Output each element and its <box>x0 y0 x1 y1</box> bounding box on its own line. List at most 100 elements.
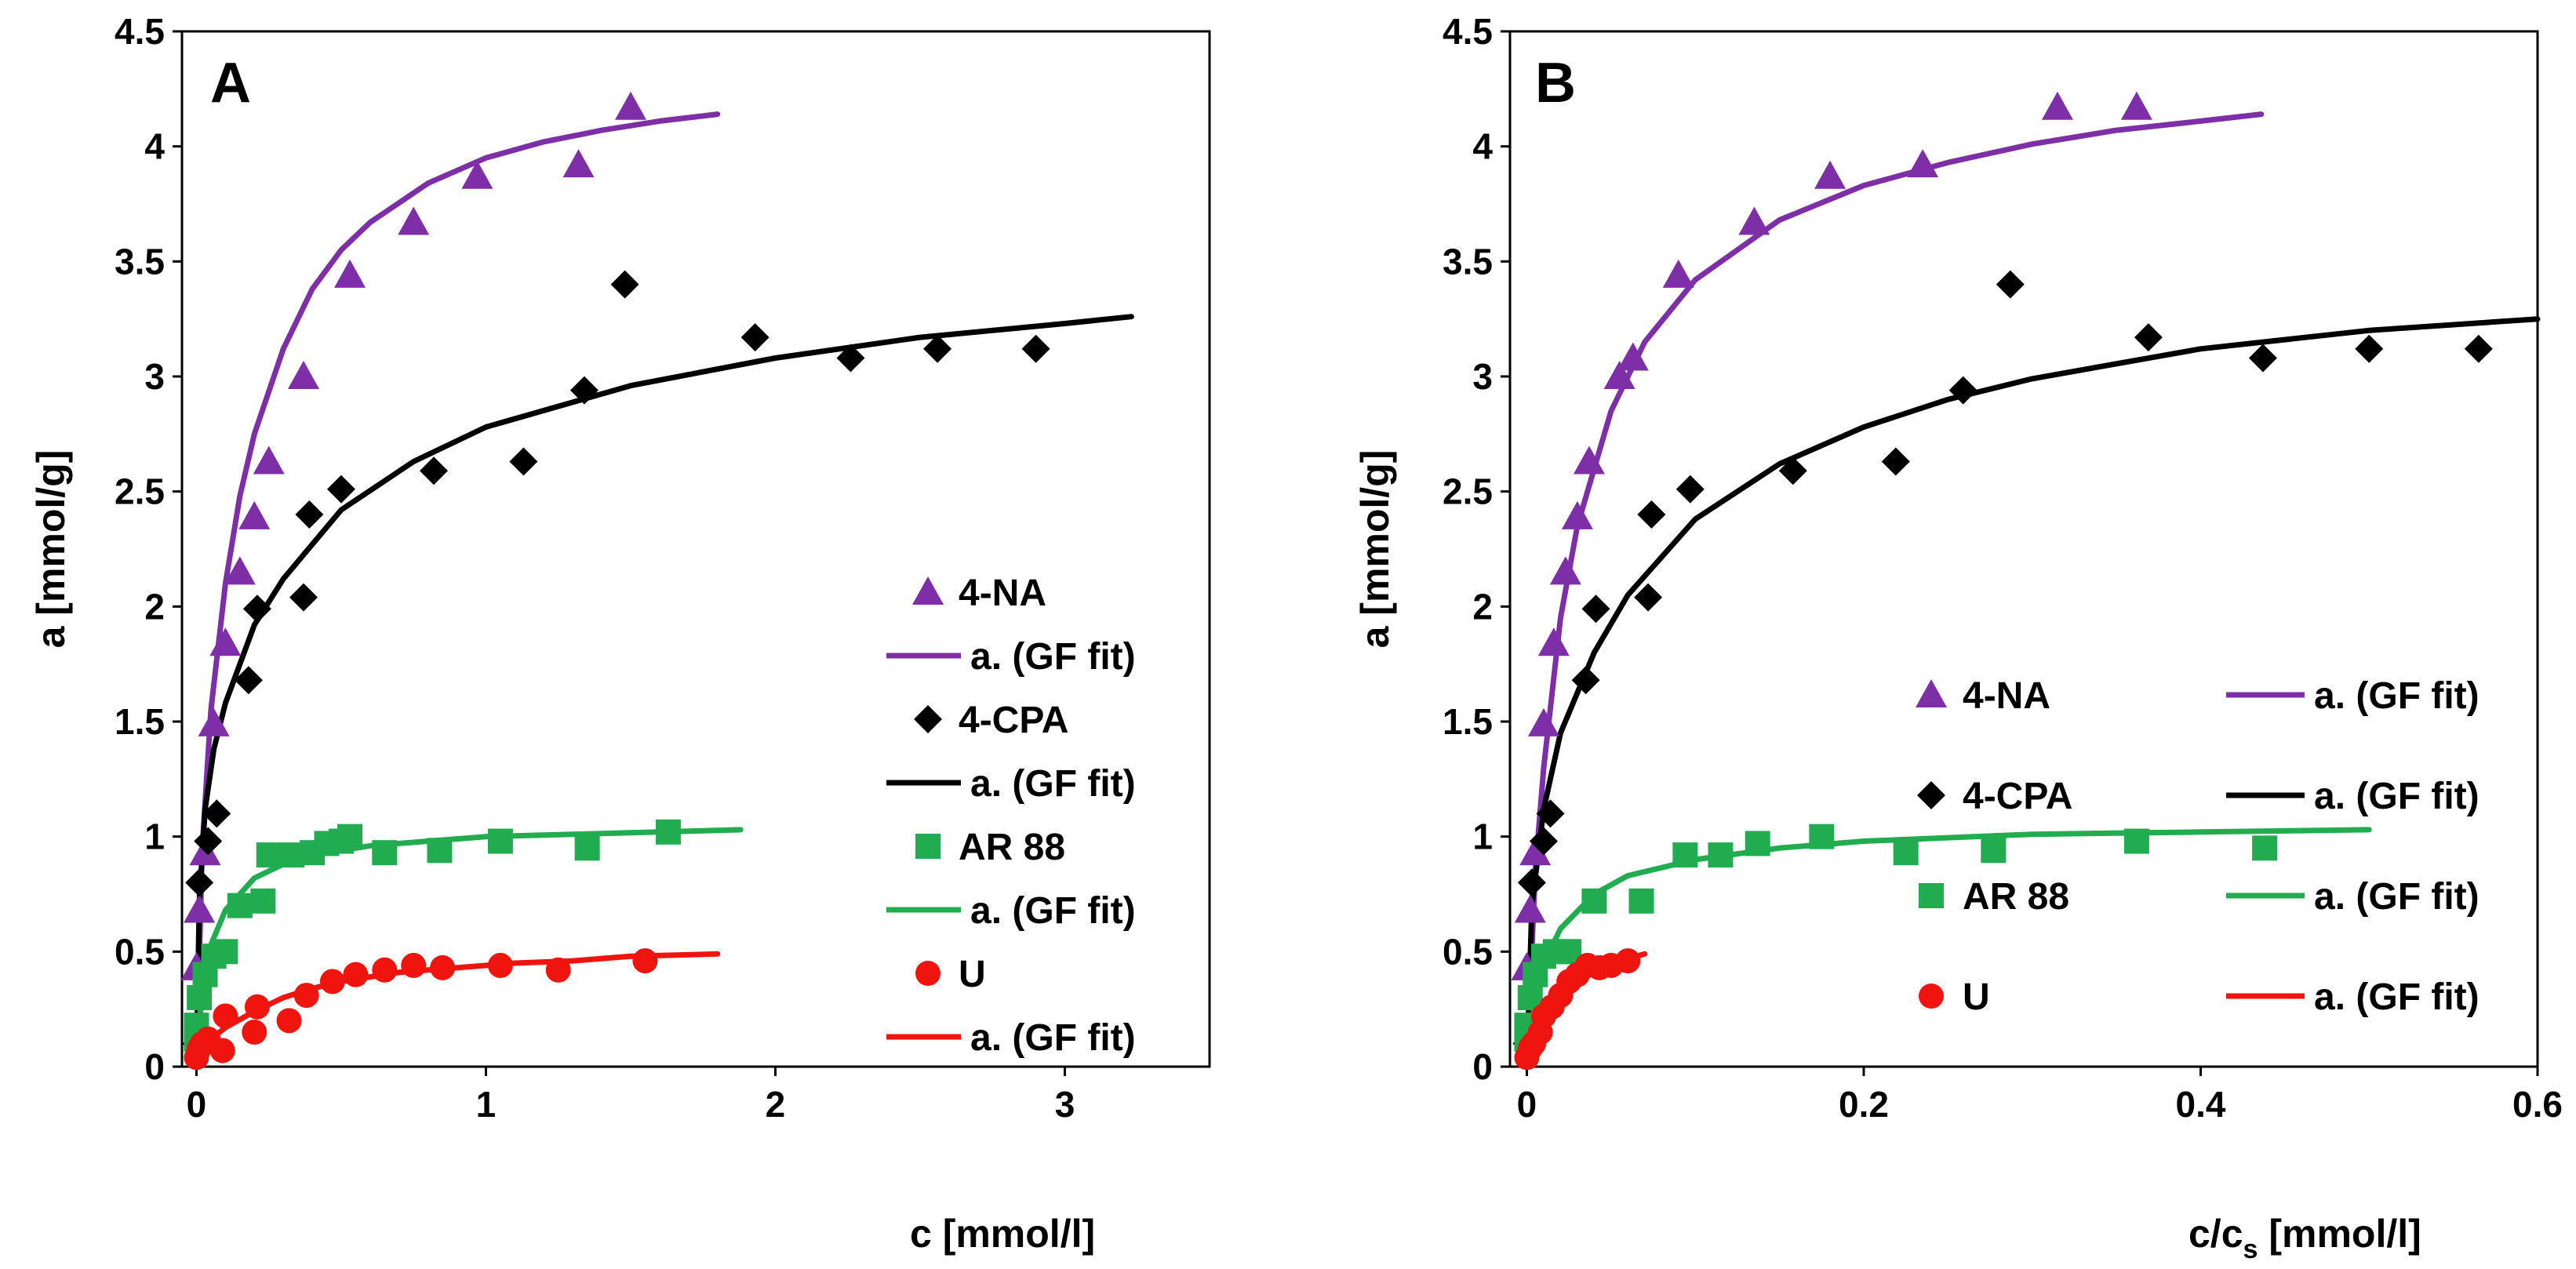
point-4-na-a <box>334 259 366 288</box>
legend-fit-label-ar-88-a: a. (GF fit) <box>970 890 1136 932</box>
point-ar-88-a <box>372 840 398 866</box>
point-4-na-b <box>1603 361 1635 389</box>
point-4-na-a <box>461 160 493 189</box>
point-4-cpa-b <box>1996 270 2025 299</box>
x-axis-label-b-suffix: [mmol/l] <box>2258 1212 2421 1256</box>
point-ar-88-b <box>1893 840 1919 866</box>
point-4-na-a <box>184 894 216 923</box>
point-ar-88-a <box>187 985 213 1010</box>
legend-marker-4-na-a <box>912 576 944 605</box>
y-tick-label-b: 4 <box>1472 126 1493 167</box>
point-4-cpa-b <box>1571 666 1600 695</box>
data-points-b <box>1511 91 2493 1071</box>
legend-marker-4-na-b <box>1916 679 1947 707</box>
point-ar-88-b <box>1809 824 1835 849</box>
point-4-na-a <box>614 91 646 120</box>
point-4-cpa-a <box>923 334 952 363</box>
legend-fit-label-4-cpa-a: a. (GF fit) <box>970 763 1136 805</box>
y-tick-label-b: 2.5 <box>1443 471 1493 512</box>
point-ar-88-a <box>227 893 253 918</box>
y-tick-label-a: 0.5 <box>115 931 165 972</box>
point-4-cpa-b <box>1517 868 1546 897</box>
point-ar-88-a <box>487 828 513 854</box>
point-4-cpa-a <box>194 827 223 856</box>
panel-label-b: B <box>1535 52 1576 115</box>
y-tick-label-b: 3 <box>1472 356 1493 397</box>
legend-marker-4-cpa-a <box>914 705 942 733</box>
y-tick-label-b: 4.5 <box>1443 11 1493 52</box>
point-4-cpa-a <box>295 500 324 529</box>
point-4-cpa-a <box>569 376 599 405</box>
point-4-na-b <box>1814 160 1846 189</box>
y-axis-label-a: a [mmol/g] <box>29 450 73 649</box>
point-4-na-b <box>1549 556 1581 585</box>
point-ar-88-b <box>1981 838 2007 864</box>
point-4-na-a <box>398 206 430 235</box>
point-4-cpa-a <box>509 447 538 476</box>
legend-label-4-na-a: 4-NA <box>959 573 1046 614</box>
point-ar-88-a <box>337 824 363 849</box>
point-u-a <box>487 952 513 978</box>
point-u-a <box>242 1020 267 1045</box>
point-u-a <box>276 1008 302 1034</box>
ticks-b: 0 0.5 1 1.5 2 2.5 3 3.5 4 4.5 0 0.2 0.4 0.6 <box>1443 11 2563 1125</box>
point-u-a <box>209 1038 235 1064</box>
legend-marker-u-a <box>915 961 941 986</box>
point-u-a <box>293 983 319 1009</box>
y-tick-label-a: 1 <box>144 816 165 857</box>
point-u-a <box>545 957 571 983</box>
point-4-cpa-a <box>289 583 318 612</box>
y-tick-label-b: 0 <box>1472 1046 1493 1087</box>
legend-label-4-na-b: 4-NA <box>1963 675 2050 717</box>
point-4-na-a <box>198 707 230 736</box>
point-u-a <box>343 962 369 987</box>
legend-label-ar-88-a: AR 88 <box>959 827 1065 868</box>
legend-marker-4-cpa-b <box>1917 781 1945 809</box>
point-4-na-b <box>1907 149 1939 178</box>
ticks-a: 0 0.5 1 1.5 2 2.5 3 3.5 4 4.5 0 1 2 3 <box>115 11 1075 1125</box>
point-4-cpa-a <box>242 595 271 624</box>
point-4-cpa-b <box>1536 799 1565 828</box>
point-4-na-b <box>1537 627 1570 656</box>
point-4-na-a <box>253 445 285 475</box>
x-tick-label-a: 1 <box>476 1084 497 1125</box>
legend-b: 4-NA a. (GF fit) 4-CPA a. (GF fit) AR 88 a. (… <box>1916 675 2480 1018</box>
point-4-na-b <box>1561 500 1593 529</box>
legend-label-ar-88-b: AR 88 <box>1963 876 2069 918</box>
legend-fit-label-ar-88-b: a. (GF fit) <box>2314 876 2480 918</box>
legend-marker-ar-88-b <box>1919 883 1944 908</box>
x-axis-label-b-main: c/c <box>2189 1212 2243 1256</box>
point-u-a <box>213 1003 238 1029</box>
legend-fit-label-4-na-a: a. (GF fit) <box>970 636 1136 678</box>
point-4-na-a <box>562 149 595 178</box>
point-u-a <box>401 952 427 978</box>
x-tick-label-a: 0 <box>187 1084 207 1125</box>
y-tick-label-a: 4.5 <box>115 11 165 52</box>
y-tick-label-a: 1.5 <box>115 701 165 742</box>
point-4-na-b <box>1527 707 1559 736</box>
point-4-cpa-b <box>1634 583 1663 612</box>
legend-label-u-a: U <box>959 954 986 995</box>
x-axis-label-b: c/cs [mmol/l] <box>2189 1212 2421 1264</box>
y-tick-label-a: 2 <box>144 586 165 627</box>
point-4-cpa-a <box>1021 334 1050 363</box>
y-tick-label-b: 3.5 <box>1443 241 1493 282</box>
legend-a: 4-NA a. (GF fit) 4-CPA a. (GF fit) AR 88 a. (… <box>886 573 1136 1059</box>
point-ar-88-b <box>2252 835 2278 861</box>
point-u-a <box>372 957 398 983</box>
point-u-a <box>632 948 658 974</box>
point-ar-88-b <box>1745 831 1770 856</box>
x-tick-label-a: 2 <box>766 1084 786 1125</box>
point-4-cpa-b <box>2355 334 2384 363</box>
point-4-cpa-a <box>420 456 449 485</box>
point-4-na-b <box>2120 91 2152 120</box>
point-4-na-b <box>1662 259 1694 288</box>
point-ar-88-a <box>213 939 238 965</box>
point-ar-88-a <box>250 888 276 914</box>
y-tick-label-b: 0.5 <box>1443 931 1493 972</box>
y-tick-label-a: 0 <box>144 1046 165 1087</box>
fit-line-4-cpa-a <box>194 314 1134 1070</box>
point-4-cpa-b <box>1948 376 1977 405</box>
